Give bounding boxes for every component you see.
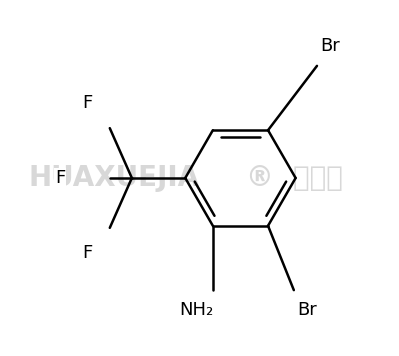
- Text: NH₂: NH₂: [179, 301, 213, 319]
- Text: Br: Br: [297, 301, 317, 319]
- Text: F: F: [82, 94, 93, 112]
- Text: F: F: [55, 169, 65, 187]
- Text: ®  化学加: ® 化学加: [246, 164, 343, 192]
- Text: Br: Br: [320, 37, 340, 55]
- Text: HUAXUEJIA: HUAXUEJIA: [29, 164, 200, 192]
- Text: F: F: [82, 244, 93, 262]
